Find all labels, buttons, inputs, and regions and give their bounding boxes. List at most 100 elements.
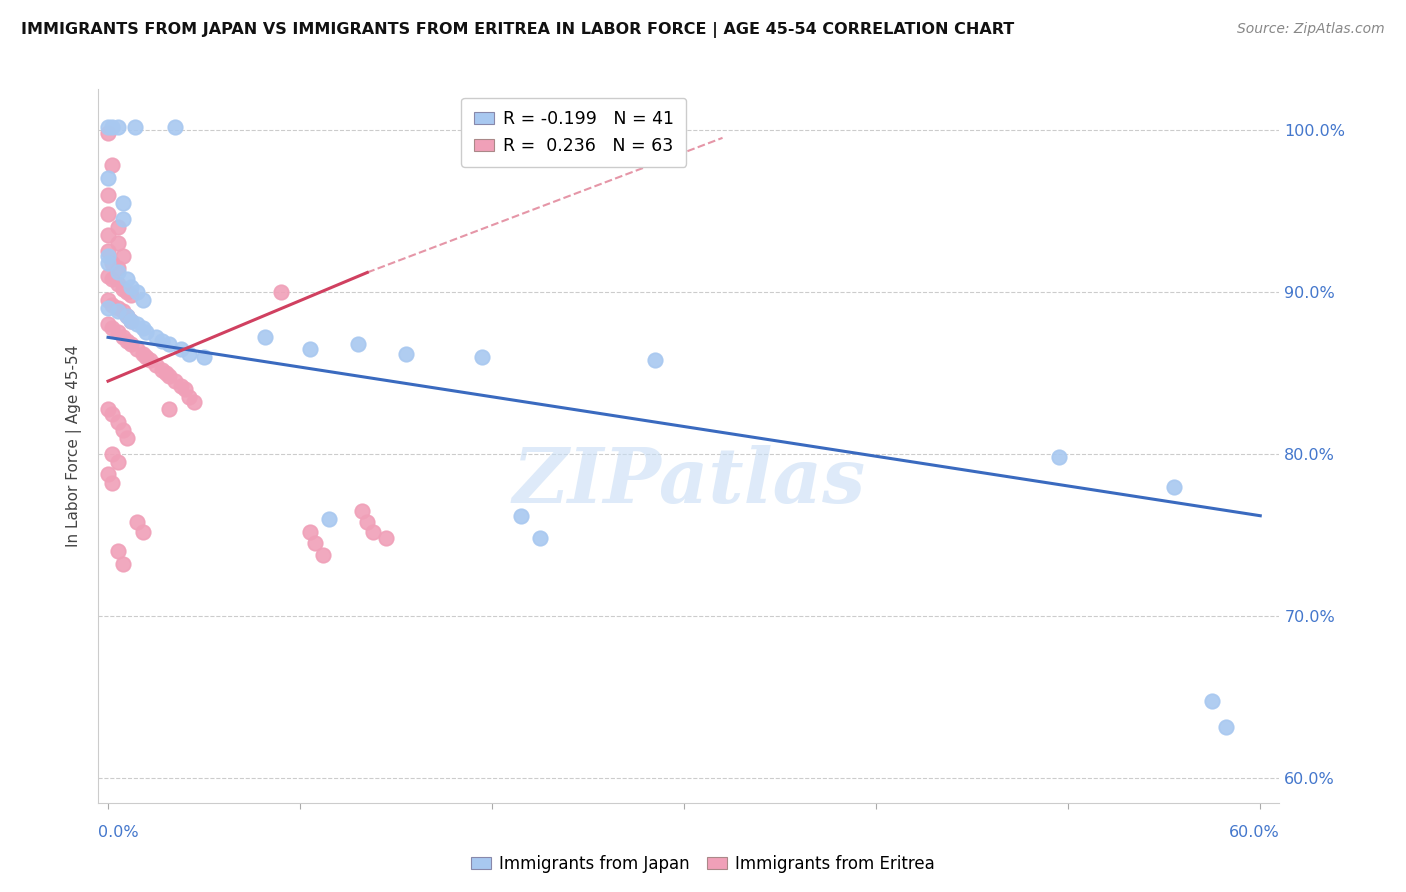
Text: 0.0%: 0.0% (98, 825, 139, 840)
Point (107, 304, 129, 318)
Point (644, 353, 666, 368)
Point (312, 548, 335, 562)
Legend: Immigrants from Japan, Immigrants from Eritrea: Immigrants from Japan, Immigrants from E… (464, 848, 942, 880)
Point (112, 558, 135, 572)
Point (107, 415, 129, 429)
Point (509, 508, 531, 523)
Point (112, 423, 135, 437)
Point (145, 358, 167, 372)
Point (107, 277, 129, 291)
Point (170, 342, 193, 356)
Point (135, 350, 157, 364)
Point (107, 236, 129, 251)
Point (107, 120, 129, 134)
Point (107, 265, 129, 279)
Point (395, 346, 418, 360)
Point (101, 447, 124, 461)
Point (112, 249, 135, 263)
Point (115, 310, 138, 324)
Point (183, 395, 205, 409)
Y-axis label: In Labor Force | Age 45-54: In Labor Force | Age 45-54 (66, 345, 83, 547)
Point (107, 220, 129, 235)
Point (173, 382, 195, 396)
Point (97, 228, 120, 243)
Point (97, 126, 120, 140)
Point (120, 314, 142, 328)
Point (97, 207, 120, 221)
Point (350, 504, 373, 518)
Point (97, 171, 120, 186)
Point (150, 363, 173, 377)
Point (145, 330, 167, 344)
Point (120, 336, 142, 351)
Point (112, 282, 135, 296)
Point (346, 336, 368, 351)
Point (112, 211, 135, 226)
Point (120, 280, 142, 294)
Point (139, 353, 162, 368)
Point (107, 326, 129, 340)
Point (125, 515, 148, 529)
Point (529, 532, 551, 546)
Point (131, 524, 153, 539)
Point (170, 379, 193, 393)
Point (107, 455, 129, 469)
Point (107, 301, 129, 315)
Point (165, 374, 187, 388)
Point (97, 467, 120, 481)
Point (361, 524, 384, 539)
Point (135, 326, 157, 340)
Point (1047, 450, 1070, 465)
Point (254, 330, 277, 344)
Point (115, 310, 138, 324)
Point (107, 260, 129, 275)
Point (177, 346, 200, 360)
Point (193, 350, 215, 364)
Point (318, 512, 340, 526)
Point (115, 334, 138, 348)
Point (115, 285, 138, 299)
Legend: R = -0.199   N = 41, R =  0.236   N = 63: R = -0.199 N = 41, R = 0.236 N = 63 (461, 98, 686, 167)
Point (150, 334, 173, 348)
Point (97, 268, 120, 283)
Point (97, 256, 120, 270)
Point (159, 369, 181, 384)
Point (101, 256, 124, 270)
Point (131, 293, 153, 307)
Point (304, 536, 326, 550)
Point (101, 298, 124, 312)
Point (159, 401, 181, 416)
Point (101, 120, 124, 134)
Text: ZIPatlas: ZIPatlas (512, 445, 866, 518)
Point (97, 120, 120, 134)
Point (97, 401, 120, 416)
Point (97, 249, 120, 263)
Point (112, 330, 135, 344)
Point (165, 120, 187, 134)
Point (471, 350, 494, 364)
Point (131, 346, 153, 360)
Point (375, 532, 398, 546)
Point (155, 366, 177, 380)
Point (101, 476, 124, 491)
Point (97, 318, 120, 332)
Point (101, 272, 124, 286)
Point (115, 272, 138, 286)
Point (112, 304, 135, 318)
Point (125, 285, 148, 299)
Point (97, 187, 120, 202)
Point (125, 318, 148, 332)
Point (177, 390, 200, 404)
Point (97, 244, 120, 259)
Point (1163, 479, 1185, 493)
Point (112, 195, 135, 210)
Point (298, 524, 321, 539)
Point (120, 314, 142, 328)
Point (115, 431, 138, 445)
Point (131, 320, 153, 334)
Point (356, 515, 378, 529)
Point (97, 293, 120, 307)
Text: Source: ZipAtlas.com: Source: ZipAtlas.com (1237, 22, 1385, 37)
Point (101, 320, 124, 334)
Point (298, 342, 321, 356)
